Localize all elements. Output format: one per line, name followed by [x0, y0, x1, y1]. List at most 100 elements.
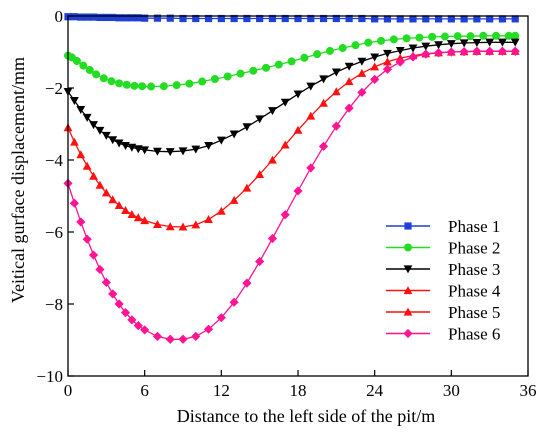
data-point-phase-6 [242, 278, 252, 288]
data-point-phase-3 [344, 62, 354, 71]
data-point-phase-1 [102, 13, 110, 22]
data-point-phase-6 [127, 315, 137, 325]
data-point-phase-1 [511, 15, 519, 23]
data-point-phase-3 [383, 49, 392, 58]
data-point-phase-6 [280, 210, 290, 220]
data-point-phase-3 [165, 148, 175, 157]
data-point-phase-6 [229, 297, 239, 307]
data-point-phase-2 [262, 63, 271, 72]
y-tick-label: −10 [36, 367, 63, 386]
plot-frame [67, 15, 529, 377]
data-point-phase-2 [389, 35, 398, 44]
data-point-phase-1 [396, 15, 404, 23]
data-point-phase-1 [319, 14, 328, 23]
data-point-phase-2 [402, 34, 411, 43]
x-tick-label: 30 [443, 381, 460, 400]
data-point-phase-2 [147, 82, 156, 91]
data-point-phase-6 [82, 234, 92, 244]
data-point-phase-3 [95, 126, 105, 135]
data-point-phase-2 [198, 77, 207, 86]
data-point-phase-6 [433, 48, 444, 58]
data-point-phase-2 [249, 66, 258, 75]
data-point-phase-1 [217, 14, 225, 23]
legend-item-phase-2: Phase 2 [386, 239, 500, 258]
y-axis-label: Veitical gurface displacement/mm [8, 57, 28, 303]
data-point-phase-1 [121, 14, 130, 22]
data-point-phase-3 [229, 130, 239, 139]
legend-marker [403, 307, 413, 316]
data-point-phase-1 [473, 15, 481, 23]
data-point-phase-1 [447, 15, 455, 23]
data-point-phase-3 [498, 38, 507, 47]
data-point-phase-1 [345, 14, 353, 23]
data-point-phase-2 [159, 82, 168, 91]
data-point-phase-3 [472, 39, 482, 48]
data-point-phase-2 [79, 61, 88, 70]
data-point-phase-3 [485, 38, 495, 47]
data-point-phase-3 [114, 139, 124, 148]
y-tick-label: 0 [55, 7, 64, 26]
data-point-phase-2 [511, 31, 520, 40]
legend-marker [403, 265, 413, 274]
data-point-phase-3 [370, 53, 380, 62]
data-point-phase-2 [364, 38, 373, 47]
data-point-phase-1 [109, 13, 117, 22]
data-point-phase-6 [446, 47, 456, 57]
data-point-phase-3 [331, 68, 341, 77]
data-point-phase-2 [72, 57, 81, 65]
data-point-phase-2 [492, 31, 501, 40]
data-point-phase-4 [114, 200, 124, 209]
data-point-phase-4 [127, 209, 137, 218]
data-point-phase-6 [114, 299, 124, 309]
data-point-phase-1 [89, 13, 98, 21]
data-point-phase-6 [459, 47, 469, 57]
data-point-phase-4 [133, 213, 143, 222]
data-point-phase-4 [357, 68, 367, 77]
data-point-phase-3 [216, 136, 226, 145]
data-point-phase-6 [421, 49, 431, 59]
data-point-phase-1 [268, 14, 277, 23]
data-point-phase-1 [434, 15, 443, 23]
data-point-phase-6 [203, 324, 214, 334]
data-point-phase-1 [83, 13, 91, 21]
data-point-phase-6 [485, 46, 495, 56]
y-tick-label: −8 [45, 295, 63, 314]
data-point-phase-4 [370, 62, 380, 71]
data-point-phase-3 [76, 106, 86, 114]
data-point-phase-6 [395, 57, 405, 67]
data-point-phase-6 [69, 198, 79, 208]
data-point-phase-6 [357, 87, 367, 97]
data-point-phase-3 [280, 98, 290, 107]
data-point-phase-3 [510, 38, 520, 47]
data-point-phase-4 [89, 171, 98, 180]
data-point-phase-4 [331, 87, 341, 96]
data-point-phase-4 [178, 222, 188, 231]
data-point-phase-1 [460, 15, 468, 23]
data-point-phase-2 [338, 44, 347, 53]
legend-label: Phase 5 [448, 303, 500, 322]
data-point-phase-4 [268, 155, 277, 164]
x-tick-label: 36 [520, 381, 537, 400]
data-point-phase-4 [216, 206, 226, 215]
x-tick-label: 12 [213, 381, 230, 400]
data-point-phase-4 [280, 140, 290, 149]
data-point-phase-6 [472, 46, 482, 56]
x-tick-label: 18 [290, 381, 307, 400]
data-point-phase-3 [293, 90, 303, 99]
data-point-phase-1 [409, 15, 417, 23]
legend-label: Phase 6 [448, 325, 500, 344]
y-tick-label: −4 [45, 151, 64, 170]
data-point-phase-4 [204, 215, 213, 223]
y-tick-label: −2 [45, 79, 63, 98]
data-point-phase-4 [229, 195, 239, 204]
legend-label: Phase 1 [448, 217, 500, 236]
x-tick-label: 6 [140, 381, 149, 400]
data-point-phase-4 [293, 125, 303, 134]
x-tick-label: 24 [366, 381, 384, 400]
data-point-phase-1 [332, 14, 340, 23]
axes: 0 6 12 18 24 30 36 0 −2 −4 −6 −8 −10 [36, 7, 536, 400]
data-point-phase-3 [446, 40, 456, 49]
legend-marker [403, 286, 413, 295]
legend-marker [404, 222, 412, 230]
